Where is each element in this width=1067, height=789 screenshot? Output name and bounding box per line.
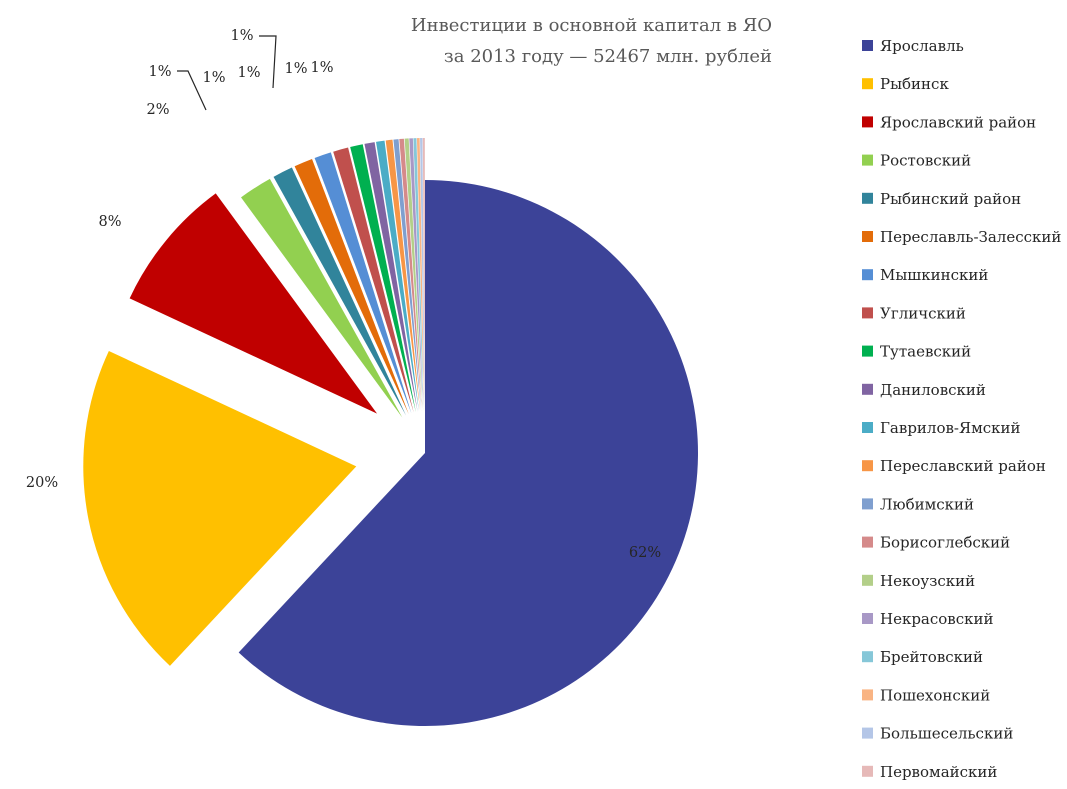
slice-label-6: 1% xyxy=(202,70,225,86)
slice-label-5: 1% xyxy=(148,64,171,80)
slice-label-3: 8% xyxy=(98,214,121,230)
pie-slice-14 xyxy=(399,138,422,412)
pie-slice-13 xyxy=(393,139,422,412)
legend-label-17: Брейтовский xyxy=(880,648,983,666)
legend-label-12: Переславский район xyxy=(880,457,1046,475)
pie-slice-4 xyxy=(241,178,403,418)
legend-swatch-2 xyxy=(862,78,873,90)
legend-label-19: Большесельский xyxy=(880,725,1013,743)
legend: Ярославль Рыбинск Ярославский район Ростовс… xyxy=(862,37,1061,781)
pie-slice-15 xyxy=(404,138,423,412)
legend-swatch-5 xyxy=(862,192,873,204)
legend-swatch-6 xyxy=(862,231,873,242)
slice-label-1: 62% xyxy=(629,545,661,561)
pie-slices xyxy=(83,138,699,726)
legend-label-4: Ростовский xyxy=(880,152,971,170)
legend-swatch-11 xyxy=(862,422,873,433)
chart-subtitle: за 2013 году — 52467 млн. рублей xyxy=(444,46,772,67)
legend-label-16: Некрасовский xyxy=(880,610,994,628)
slice-label-8: 1% xyxy=(230,28,253,44)
chart-title: Инвестиции в основной капитал в ЯО xyxy=(411,15,772,36)
legend-swatch-18 xyxy=(862,689,873,701)
pie-slice-5 xyxy=(273,167,407,416)
legend-swatch-10 xyxy=(862,383,873,395)
legend-swatch-13 xyxy=(862,498,873,510)
legend-label-6: Переславль-Залесский xyxy=(880,228,1061,246)
legend-swatch-20 xyxy=(862,765,873,777)
leader-line-8 xyxy=(259,35,277,89)
legend-swatch-9 xyxy=(862,345,873,357)
pie-slice-1 xyxy=(238,180,699,726)
pie-slice-16 xyxy=(409,138,424,412)
leader-lines xyxy=(177,35,277,111)
pie-slice-12 xyxy=(385,139,421,412)
pie-slice-3 xyxy=(129,193,378,414)
chart-title-block: Инвестиции в основной капитал в ЯО за 20… xyxy=(411,15,772,67)
legend-label-8: Угличский xyxy=(880,304,966,322)
legend-label-9: Тутаевский xyxy=(880,343,971,361)
legend-swatch-4 xyxy=(862,154,873,166)
legend-swatch-3 xyxy=(862,116,873,128)
legend-swatch-12 xyxy=(862,460,873,472)
legend-label-14: Борисоглебский xyxy=(880,534,1010,552)
legend-label-18: Пошехонский xyxy=(880,686,990,704)
pie-slice-17 xyxy=(413,138,424,412)
pie-slice-2 xyxy=(83,350,357,666)
legend-swatch-16 xyxy=(862,613,873,624)
legend-swatch-14 xyxy=(862,536,873,548)
legend-label-7: Мышкинский xyxy=(880,266,988,284)
slice-label-9-alt: 1% xyxy=(310,60,333,76)
slice-labels: 62%20%8%2%1% 1% 1%1%1% 1% xyxy=(26,28,661,561)
slice-label-2: 20% xyxy=(26,475,58,491)
legend-label-5: Рыбинский район xyxy=(880,190,1021,208)
legend-swatch-15 xyxy=(862,574,873,586)
pie-slice-8 xyxy=(333,147,414,413)
pie-slice-18 xyxy=(416,138,425,412)
legend-swatch-1 xyxy=(862,40,873,51)
legend-label-15: Некоузский xyxy=(880,572,975,590)
legend-label-2: Рыбинск xyxy=(880,75,949,93)
legend-swatch-17 xyxy=(862,651,873,663)
pie-slice-19 xyxy=(420,138,425,412)
pie-slice-9 xyxy=(350,144,416,413)
pie-slice-6 xyxy=(294,158,409,415)
legend-label-20: Первомайский xyxy=(880,763,997,781)
legend-swatch-19 xyxy=(862,727,873,739)
legend-swatch-7 xyxy=(862,269,873,281)
legend-label-13: Любимский xyxy=(880,495,974,513)
pie-slice-11 xyxy=(376,140,420,412)
legend-label-3: Ярославский район xyxy=(880,113,1036,131)
pie-slice-10 xyxy=(364,142,418,412)
pie-slice-20 xyxy=(422,138,425,412)
leader-line-5 xyxy=(177,70,207,111)
legend-label-10: Даниловский xyxy=(880,381,986,399)
slice-label-4: 2% xyxy=(146,102,169,118)
slice-label-9: 1% xyxy=(284,61,307,77)
legend-label-1: Ярославль xyxy=(880,37,964,55)
pie-slice-7 xyxy=(314,152,412,414)
legend-label-11: Гаврилов-Ямский xyxy=(880,419,1021,437)
slice-label-7: 1% xyxy=(237,65,260,81)
legend-swatch-8 xyxy=(862,307,873,319)
